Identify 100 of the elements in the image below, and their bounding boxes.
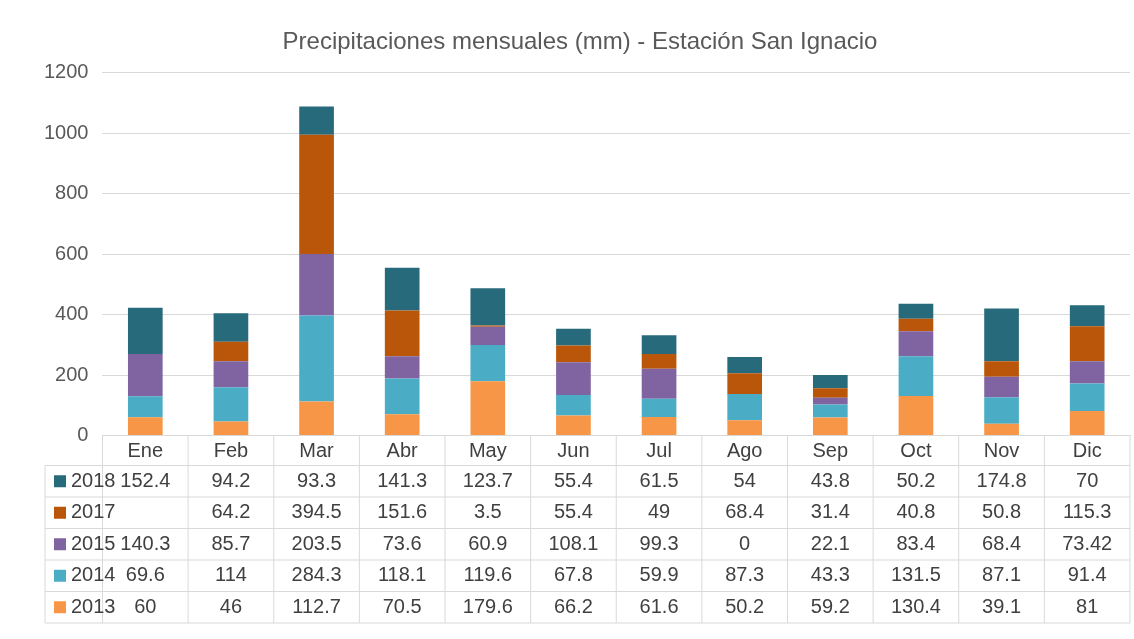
bar bbox=[213, 313, 249, 342]
data-label: 50.2 bbox=[896, 468, 936, 491]
data-label: 130.4 bbox=[890, 594, 941, 617]
bar bbox=[556, 345, 591, 363]
data-label: 40.8 bbox=[896, 500, 936, 523]
data-label: 3.5 bbox=[473, 500, 502, 523]
x-tick-label: May bbox=[468, 439, 507, 462]
x-tick-label: Ago bbox=[726, 439, 763, 462]
bar bbox=[299, 401, 334, 435]
data-label: 43.8 bbox=[810, 468, 850, 491]
data-label: 31.4 bbox=[810, 500, 850, 523]
data-label: 70.5 bbox=[382, 594, 422, 617]
x-tick-label: Mar bbox=[299, 439, 335, 462]
bar bbox=[384, 310, 420, 357]
bar bbox=[127, 307, 163, 354]
bar bbox=[727, 393, 763, 421]
bar bbox=[898, 331, 934, 357]
bar bbox=[556, 328, 591, 346]
bar bbox=[127, 417, 163, 435]
x-tick-label: Oct bbox=[900, 439, 932, 462]
bar bbox=[984, 376, 1019, 398]
data-label: 68.4 bbox=[725, 500, 765, 523]
data-label: 60.9 bbox=[468, 531, 508, 554]
data-label: 81 bbox=[1076, 594, 1099, 617]
data-label: 54 bbox=[733, 468, 756, 491]
bar bbox=[984, 361, 1019, 377]
bar bbox=[213, 421, 249, 435]
bar bbox=[641, 353, 677, 369]
data-label: 70 bbox=[1076, 468, 1099, 491]
data-label: 0 bbox=[739, 531, 751, 554]
x-tick-label: Jun bbox=[557, 439, 590, 462]
bar bbox=[213, 387, 249, 422]
data-label: 394.5 bbox=[291, 500, 342, 523]
y-tick-label: 200 bbox=[55, 362, 89, 385]
data-label: 112.7 bbox=[292, 594, 341, 617]
data-label: 118.1 bbox=[377, 563, 427, 586]
data-label: 131.5 bbox=[890, 563, 941, 586]
legend-label: 2015 bbox=[71, 531, 116, 554]
data-label: 85.7 bbox=[211, 531, 251, 554]
x-tick-label: Feb bbox=[213, 439, 249, 462]
bar bbox=[898, 318, 934, 332]
bar bbox=[812, 375, 848, 389]
y-tick-label: 0 bbox=[77, 423, 89, 446]
bar bbox=[984, 308, 1019, 362]
data-label: 87.3 bbox=[725, 563, 765, 586]
legend-label: 2014 bbox=[71, 563, 116, 586]
bar bbox=[641, 335, 677, 354]
bar bbox=[727, 420, 763, 435]
data-label: 94.2 bbox=[211, 468, 251, 491]
data-label: 119.6 bbox=[463, 563, 513, 586]
bar bbox=[213, 341, 249, 362]
data-label: 91.4 bbox=[1067, 563, 1107, 586]
bar bbox=[812, 388, 848, 398]
bar bbox=[812, 397, 848, 405]
bar bbox=[470, 381, 506, 435]
x-tick-label: Sep bbox=[812, 439, 849, 462]
data-label: 140.3 bbox=[120, 531, 171, 554]
bar bbox=[898, 303, 934, 319]
bar bbox=[470, 288, 506, 326]
bar bbox=[641, 416, 677, 435]
bar bbox=[1069, 326, 1105, 362]
data-label: 46 bbox=[219, 594, 243, 617]
bar bbox=[299, 315, 334, 402]
bar bbox=[299, 106, 334, 135]
x-tick-label: Jul bbox=[646, 439, 672, 462]
data-label: 115.3 bbox=[1062, 500, 1112, 523]
bar bbox=[384, 378, 420, 415]
bar bbox=[556, 395, 591, 416]
data-label: 64.2 bbox=[211, 500, 251, 523]
data-label: 152.4 bbox=[120, 468, 171, 491]
legend-label: 2013 bbox=[71, 594, 116, 617]
bar bbox=[727, 356, 763, 374]
data-label: 73.42 bbox=[1062, 531, 1113, 554]
data-label: 179.6 bbox=[462, 594, 513, 617]
data-label: 55.4 bbox=[553, 500, 593, 523]
data-label: 60 bbox=[134, 594, 157, 617]
x-tick-label: Nov bbox=[983, 439, 1020, 462]
bar bbox=[898, 356, 934, 397]
data-label: 68.4 bbox=[982, 531, 1022, 554]
data-label: 73.6 bbox=[382, 531, 422, 554]
bar bbox=[470, 326, 506, 346]
bar bbox=[641, 398, 677, 417]
data-label: 67.8 bbox=[553, 563, 593, 586]
data-label: 50.8 bbox=[982, 500, 1022, 523]
bar bbox=[812, 417, 848, 435]
data-label: 39.1 bbox=[982, 594, 1022, 617]
data-label: 59.9 bbox=[639, 563, 679, 586]
legend-label: 2018 bbox=[71, 468, 116, 491]
data-label: 69.6 bbox=[125, 563, 165, 586]
bar bbox=[556, 415, 591, 435]
bar bbox=[299, 134, 334, 254]
bar bbox=[384, 414, 420, 435]
data-label: 151.6 bbox=[377, 500, 428, 523]
data-label: 93.3 bbox=[297, 468, 337, 491]
bar bbox=[1069, 361, 1105, 384]
legend-label: 2017 bbox=[71, 500, 116, 523]
bar bbox=[213, 361, 249, 388]
y-tick-label: 1000 bbox=[43, 120, 89, 143]
bar bbox=[898, 396, 934, 435]
bar bbox=[127, 396, 163, 418]
